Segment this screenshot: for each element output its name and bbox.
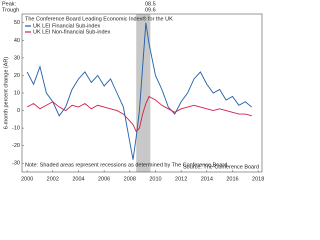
x-tick-label: 2002 [47, 176, 59, 182]
x-tick-label: 2010 [149, 176, 161, 182]
y-tick-label: -20 [12, 143, 20, 149]
peak-label: Peak: [2, 1, 17, 7]
legend-label: UK LEI Non-financial Sub-index [33, 29, 111, 35]
trough-label: Trough [2, 7, 19, 13]
peak-value: 08.5 [145, 1, 156, 7]
note: Note: Shaded areas represent recessions … [25, 162, 227, 168]
x-tick-label: 2006 [98, 176, 110, 182]
y-tick-label: 10 [14, 90, 20, 96]
y-tick-label: 50 [14, 20, 20, 26]
trough-value: 09.6 [145, 7, 156, 13]
x-tick-label: 2012 [175, 176, 187, 182]
y-tick-label: -10 [12, 126, 20, 132]
chart: Peak: 08.5 Trough 09.6 6-month percent c… [2, 1, 264, 182]
y-tick-label: 0 [17, 108, 20, 114]
x-tick-label: 2014 [201, 176, 213, 182]
series-line [26, 95, 252, 133]
x-tick-label: 2016 [226, 176, 238, 182]
y-tick-label: -30 [12, 161, 20, 167]
x-tick-label: 2004 [72, 176, 84, 182]
legend-label: UK LEI Financial Sub-index [33, 23, 101, 29]
x-tick-label: 2000 [21, 176, 33, 182]
series-line [26, 22, 253, 160]
x-tick-label: 2018 [252, 176, 264, 182]
y-tick-label: 30 [14, 55, 20, 61]
y-tick-label: 20 [14, 73, 20, 79]
source: Source: The Conference Board [183, 164, 259, 170]
y-tick-label: 40 [14, 38, 20, 44]
y-axis-label: 6-month percent change (AR) [3, 57, 9, 130]
chart-title: The Conference Board Leading Economic In… [25, 15, 173, 22]
x-tick-label: 2008 [124, 176, 136, 182]
recession-band [136, 14, 151, 172]
